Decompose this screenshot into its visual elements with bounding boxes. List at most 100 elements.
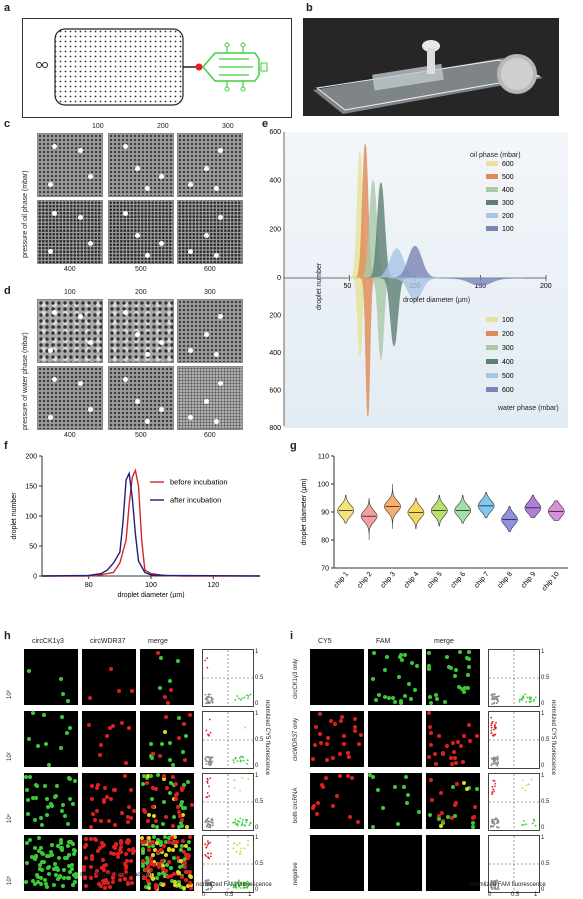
h-fluor-image	[82, 835, 136, 891]
fluor-droplet	[141, 864, 146, 869]
fluor-droplet	[353, 717, 357, 722]
i-fluor-image	[368, 835, 422, 891]
fam-point	[239, 759, 242, 762]
e-legend-top-swatch	[486, 213, 498, 218]
fluor-droplet	[26, 798, 31, 803]
fluor-droplet	[177, 715, 182, 720]
c-label-200: 200	[157, 123, 169, 130]
fluor-droplet	[114, 842, 119, 847]
negative-point	[207, 762, 210, 765]
fluor-droplet	[89, 864, 94, 869]
fluor-droplet	[112, 852, 117, 857]
fluor-droplet	[82, 864, 86, 869]
bright-droplet	[88, 241, 93, 246]
fluor-droplet	[187, 880, 192, 885]
d-label-200: 200	[135, 289, 147, 296]
d-label-100: 100	[64, 289, 76, 296]
fluor-droplet	[170, 878, 175, 883]
negative-point	[490, 762, 493, 765]
fluor-droplet	[149, 868, 154, 873]
negative-point	[207, 879, 209, 882]
fluor-droplet	[89, 824, 94, 829]
bright-droplet	[135, 332, 140, 337]
fluor-droplet	[84, 837, 89, 842]
fluor-droplet	[324, 757, 329, 762]
fluor-droplet	[171, 783, 176, 788]
fam-point	[241, 697, 243, 700]
f-legend-item: after incubation	[170, 496, 221, 505]
i-row-label: circCK1γ3 only	[293, 658, 299, 699]
cy5-point	[206, 666, 209, 669]
fluor-droplet	[352, 729, 357, 734]
fluor-droplet	[167, 835, 172, 840]
cy5-point	[493, 790, 496, 792]
fam-point	[236, 881, 238, 884]
fluor-droplet	[45, 812, 50, 817]
bright-droplet	[48, 249, 53, 254]
panel-label-b: b	[306, 2, 313, 14]
f-ylabel: droplet number	[11, 492, 18, 540]
negative-point	[209, 701, 212, 704]
g-xtick: chip 1	[333, 571, 350, 590]
double-point	[232, 847, 235, 850]
fluor-droplet	[179, 817, 184, 822]
bright-droplet	[204, 399, 209, 404]
fluor-droplet	[107, 885, 112, 890]
double-point	[233, 842, 236, 845]
i-fluor-image	[426, 711, 480, 767]
fluor-droplet	[159, 656, 164, 661]
bright-droplet	[218, 381, 223, 386]
cy5-point	[491, 793, 493, 796]
panel-label-a: a	[4, 2, 11, 14]
double-point	[239, 852, 242, 855]
fluor-droplet	[50, 852, 55, 857]
fluor-droplet	[439, 810, 444, 815]
negative-point	[496, 758, 499, 761]
cy5-point	[495, 721, 497, 724]
fluor-droplet	[98, 846, 103, 851]
fluor-droplet	[426, 754, 431, 759]
h-scatter-ytick: 1	[255, 835, 259, 841]
fluor-droplet	[180, 750, 185, 755]
fluor-droplet	[395, 821, 400, 826]
h-fluor-image	[24, 649, 78, 705]
fluor-droplet	[448, 756, 453, 761]
fluor-droplet	[31, 795, 36, 800]
fluor-droplet	[83, 884, 88, 889]
fluor-droplet	[460, 759, 465, 764]
negative-point	[493, 883, 496, 886]
fam-point	[523, 819, 525, 822]
fluor-droplet	[90, 811, 95, 816]
e-ytick: 400	[269, 350, 281, 357]
fluor-droplet	[470, 820, 475, 825]
negative-point	[493, 698, 495, 701]
fluor-droplet	[65, 730, 70, 735]
fam-point	[246, 819, 248, 822]
fluor-droplet	[94, 808, 99, 813]
fluor-droplet	[313, 725, 318, 730]
fluor-droplet	[445, 655, 450, 660]
i-row-label: negative	[293, 862, 299, 885]
fluor-droplet	[459, 743, 464, 748]
e-legend-bottom-swatch	[486, 331, 498, 336]
g-ytick: 90	[321, 510, 329, 517]
fam-point	[532, 699, 535, 702]
fluor-droplet	[40, 867, 45, 872]
negative-point	[494, 762, 496, 765]
h-row-label: 10⁴	[7, 813, 13, 823]
c-image-100	[37, 133, 103, 197]
fluor-droplet	[174, 796, 179, 801]
fam-point	[243, 882, 245, 884]
fluor-droplet	[403, 693, 408, 698]
negative-point	[209, 820, 212, 823]
fluor-droplet	[186, 855, 191, 860]
e-legend-bottom-item: 300	[502, 345, 514, 352]
fluor-droplet	[24, 774, 29, 779]
fam-point	[236, 882, 239, 885]
fluor-droplet	[434, 696, 439, 701]
d-label-600: 600	[204, 432, 216, 439]
fluor-droplet	[436, 734, 441, 739]
fluor-droplet	[312, 742, 317, 747]
fluor-droplet	[102, 863, 107, 868]
fam-point	[518, 700, 521, 703]
